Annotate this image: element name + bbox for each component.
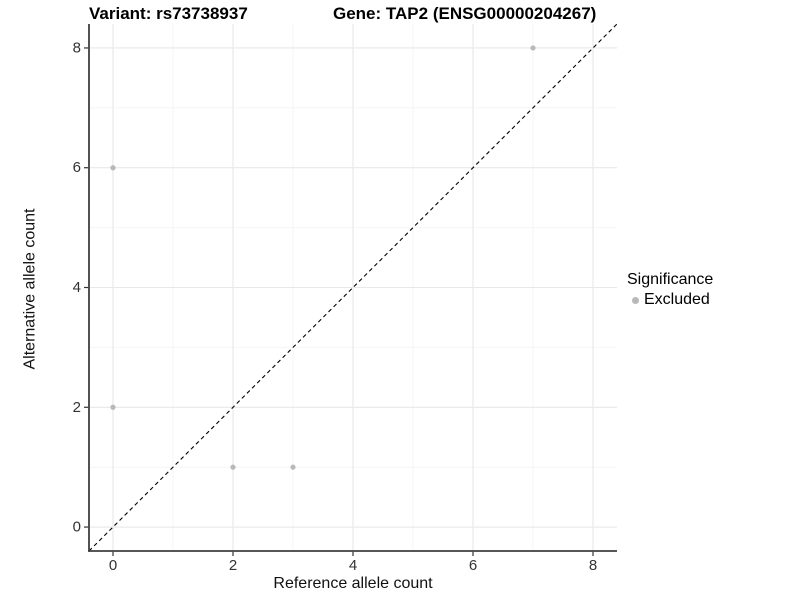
y-tick-label: 0: [73, 519, 81, 536]
legend: Significance Excluded: [627, 270, 713, 309]
y-tick-label: 2: [73, 399, 81, 416]
data-point: [530, 45, 536, 51]
x-tick-label: 0: [109, 557, 117, 574]
x-axis-title: Reference allele count: [273, 575, 433, 592]
excluded-point-swatch-icon: [632, 296, 639, 304]
y-tick-label: 4: [73, 279, 81, 296]
gene-title: Gene: TAP2 (ENSG00000204267): [333, 4, 597, 23]
identity-reference-line: [88, 23, 618, 552]
y-tick-label: 8: [73, 39, 81, 56]
x-tick-label: 4: [349, 557, 357, 574]
data-point: [230, 464, 236, 470]
data-point: [110, 165, 116, 171]
legend-title: Significance: [627, 271, 714, 288]
x-tick-label: 8: [589, 557, 597, 574]
y-axis-title: Alternative allele count: [21, 208, 39, 370]
variant-title: Variant: rs73738937: [89, 4, 248, 23]
x-tick-label: 2: [229, 557, 237, 574]
legend-item-excluded: Excluded: [632, 291, 713, 309]
y-tick-label: 6: [73, 159, 81, 176]
data-point: [290, 464, 296, 470]
x-tick-label: 6: [469, 557, 477, 574]
legend-item-label: Excluded: [644, 291, 710, 308]
data-point: [110, 404, 116, 410]
